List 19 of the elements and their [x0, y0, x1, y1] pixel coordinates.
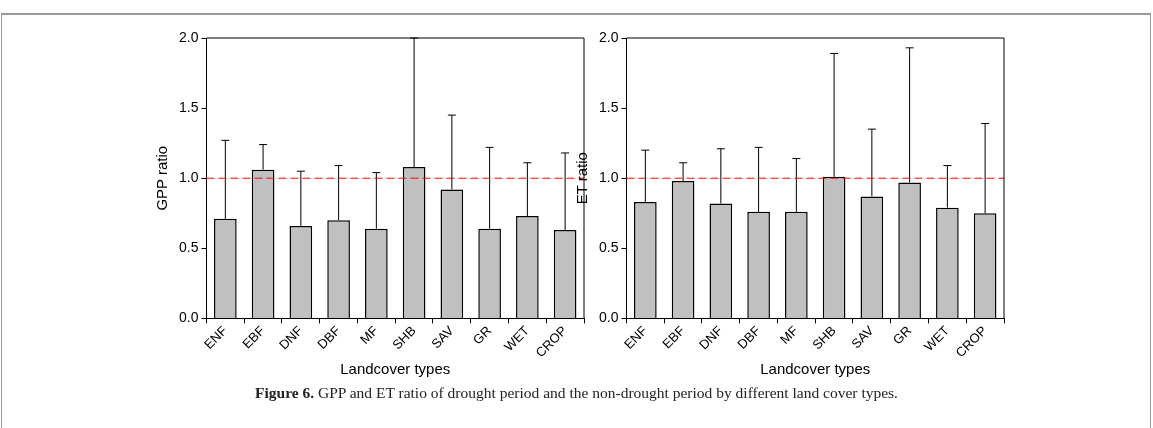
x-axis-title: Landcover types: [760, 360, 871, 378]
y-tick-label: 1.0: [598, 169, 619, 186]
y-tick-label: 0.0: [178, 309, 199, 326]
caption: Figure 6. GPP and ET ratio of drought period and the non-drought period by different land cover types.: [254, 384, 899, 402]
y-tick-label: 0.5: [178, 239, 199, 256]
y-tick-label: 0.5: [598, 239, 619, 256]
y-tick-label: 1.5: [178, 98, 199, 115]
x-tick-label: GR: [469, 322, 495, 348]
y-tick-label: 2.0: [598, 28, 619, 45]
y-tick-label: 2.0: [178, 28, 199, 45]
y-tick-label: 1.5: [598, 98, 619, 115]
x-tick-label: GR: [889, 322, 915, 348]
y-axis-title: GPP ratio: [153, 145, 171, 211]
x-tick-label: MF: [777, 322, 802, 347]
x-axis-title: Landcover types: [340, 360, 451, 378]
x-tick-label: MF: [357, 322, 382, 347]
y-axis-title: ET ratio: [573, 152, 591, 205]
y-tick-label: 1.0: [178, 169, 199, 186]
y-tick-label: 0.0: [598, 309, 619, 326]
